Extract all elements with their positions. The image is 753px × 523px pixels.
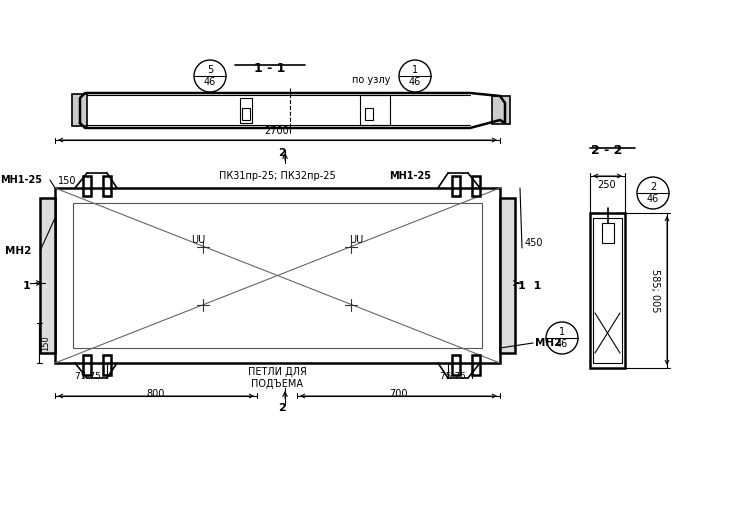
- Bar: [73, 203, 482, 348]
- Text: МН2: МН2: [5, 246, 32, 256]
- Text: UU: UU: [349, 235, 363, 245]
- Bar: [602, 223, 614, 243]
- Bar: [365, 108, 373, 120]
- Text: 75 75: 75 75: [440, 372, 466, 381]
- Text: МН1-25: МН1-25: [0, 175, 42, 185]
- Bar: [83, 355, 91, 375]
- Text: 250: 250: [598, 180, 616, 190]
- Text: МН2: МН2: [535, 338, 562, 348]
- Text: 1 - 1: 1 - 1: [255, 62, 285, 74]
- Text: 5: 5: [207, 65, 213, 75]
- Bar: [242, 108, 250, 120]
- Bar: [452, 176, 460, 196]
- Bar: [40, 198, 55, 353]
- Text: 1: 1: [559, 326, 565, 337]
- Bar: [103, 176, 111, 196]
- Polygon shape: [80, 93, 505, 128]
- Bar: [360, 95, 390, 125]
- Bar: [55, 188, 500, 363]
- Bar: [83, 176, 91, 196]
- Bar: [452, 355, 460, 375]
- Text: ПЕТЛИ ДЛЯ
ПОДЪЕМА: ПЕТЛИ ДЛЯ ПОДЪЕМА: [248, 367, 306, 389]
- Bar: [72, 94, 87, 126]
- Text: 46: 46: [409, 77, 421, 87]
- Text: 800: 800: [147, 389, 165, 399]
- Bar: [472, 176, 480, 196]
- Text: 2: 2: [278, 148, 286, 158]
- Text: 2: 2: [650, 181, 656, 191]
- Bar: [103, 355, 111, 375]
- Text: 46: 46: [204, 77, 216, 87]
- Text: 1: 1: [23, 281, 31, 291]
- Text: 46: 46: [647, 195, 659, 204]
- Text: по узлу: по узлу: [352, 75, 390, 85]
- Bar: [500, 198, 515, 353]
- Text: 585; 005: 585; 005: [650, 269, 660, 313]
- Text: ПК31пр-25; ПК32пр-25: ПК31пр-25; ПК32пр-25: [218, 171, 335, 181]
- Text: 1  1: 1 1: [518, 281, 541, 291]
- Bar: [590, 213, 625, 368]
- Text: МН1-25: МН1-25: [389, 171, 431, 181]
- Text: UU: UU: [191, 235, 205, 245]
- Text: 46: 46: [556, 339, 568, 349]
- Text: 450: 450: [525, 238, 544, 248]
- Bar: [240, 98, 252, 123]
- Text: 75 75: 75 75: [75, 372, 101, 381]
- Text: 2: 2: [278, 403, 286, 413]
- Bar: [472, 355, 480, 375]
- Text: 2700: 2700: [264, 126, 289, 136]
- Text: 700: 700: [389, 389, 407, 399]
- Bar: [593, 218, 622, 363]
- Text: 150: 150: [41, 335, 50, 351]
- Bar: [492, 96, 510, 124]
- Text: 150: 150: [58, 176, 76, 186]
- Text: 2 - 2: 2 - 2: [591, 144, 623, 157]
- Text: 1: 1: [412, 65, 418, 75]
